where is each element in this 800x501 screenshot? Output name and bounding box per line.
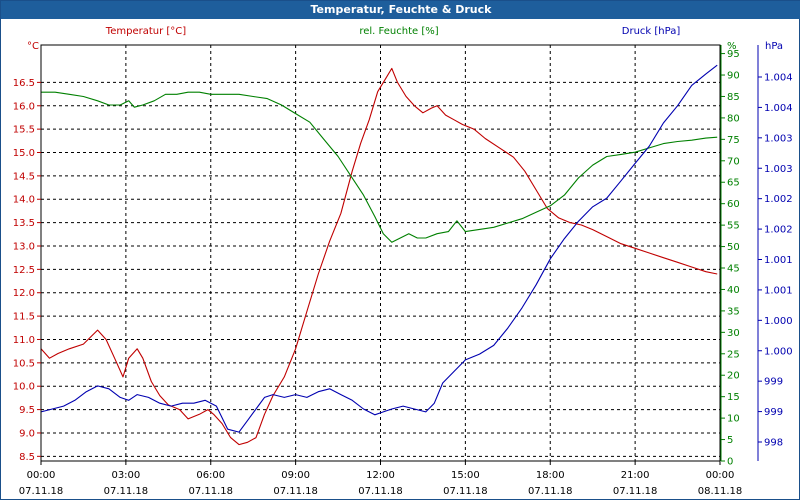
temperature-tick-label: 9.5 bbox=[19, 405, 35, 416]
legend-pressure: Druck [hPa] bbox=[622, 26, 681, 37]
pressure-tick-label: 1.002 bbox=[764, 194, 793, 205]
temperature-tick-label: 12.0 bbox=[13, 288, 35, 299]
humidity-line bbox=[41, 91, 718, 243]
temperature-tick-label: 10.0 bbox=[13, 382, 35, 393]
x-tick-date: 07.11.18 bbox=[104, 486, 149, 497]
pressure-tick-label: 1.004 bbox=[764, 103, 793, 114]
temperature-tick-label: 13.5 bbox=[13, 218, 35, 229]
temperature-tick-label: 14.0 bbox=[13, 195, 35, 206]
x-tick-time: 00:00 bbox=[27, 470, 56, 481]
humidity-tick-label: 80 bbox=[727, 113, 740, 124]
series-layer bbox=[40, 64, 718, 446]
window-title: Temperatur, Feuchte & Druck bbox=[1, 1, 800, 19]
temperature-tick-label: 14.5 bbox=[13, 171, 35, 182]
humidity-tick-label: 35 bbox=[727, 306, 740, 317]
x-tick-time: 21:00 bbox=[621, 470, 650, 481]
pressure-tick-label: 1.001 bbox=[764, 285, 793, 296]
pressure-tick-label: 1.004 bbox=[764, 73, 793, 84]
temperature-tick-label: 15.0 bbox=[13, 148, 35, 159]
humidity-tick-label: 10 bbox=[727, 414, 740, 425]
humidity-tick-label: 55 bbox=[727, 221, 740, 232]
pressure-tick-label: 1.001 bbox=[764, 255, 793, 266]
pressure-tick-label: 1.003 bbox=[764, 133, 793, 144]
temperature-tick-label: 15.5 bbox=[13, 125, 35, 136]
x-tick-time: 18:00 bbox=[536, 470, 565, 481]
x-tick-time: 15:00 bbox=[451, 470, 480, 481]
humidity-tick-label: 15 bbox=[727, 392, 740, 403]
legend-humidity: rel. Feuchte [%] bbox=[359, 26, 438, 37]
temperature-tick-label: 11.5 bbox=[13, 312, 35, 323]
pressure-axis-unit: hPa bbox=[765, 41, 783, 52]
pressure-tick-label: 1.003 bbox=[764, 164, 793, 175]
temperature-axis-unit: °C bbox=[27, 41, 39, 52]
humidity-tick-label: 5 bbox=[727, 435, 733, 446]
temperature-tick-label: 11.0 bbox=[13, 335, 35, 346]
temperature-line bbox=[40, 67, 718, 446]
x-tick-date: 07.11.18 bbox=[358, 486, 403, 497]
axes: 00:00 07.11.18 03:00 07.11.18 06:00 07.11.18 0… bbox=[13, 45, 793, 497]
x-tick-time: 00:00 bbox=[706, 470, 735, 481]
pressure-tick-label: 998 bbox=[764, 438, 783, 449]
temperature-tick-label: 16.5 bbox=[13, 78, 35, 89]
humidity-tick-label: 50 bbox=[727, 242, 740, 253]
temperature-tick-label: 12.5 bbox=[13, 265, 35, 276]
pressure-tick-label: 1.000 bbox=[764, 346, 793, 357]
x-tick-time: 09:00 bbox=[281, 470, 310, 481]
humidity-axis-unit: % bbox=[727, 41, 737, 52]
x-tick-time: 03:00 bbox=[111, 470, 140, 481]
humidity-tick-label: 95 bbox=[727, 49, 740, 60]
x-tick-date: 07.11.18 bbox=[443, 486, 488, 497]
pressure-tick-label: 999 bbox=[764, 407, 783, 418]
humidity-tick-label: 90 bbox=[727, 71, 740, 82]
humidity-tick-label: 30 bbox=[727, 328, 740, 339]
x-tick-date: 07.11.18 bbox=[273, 486, 318, 497]
humidity-tick-label: 0 bbox=[727, 457, 733, 468]
humidity-tick-label: 85 bbox=[727, 92, 740, 103]
pressure-tick-label: 1.002 bbox=[764, 225, 793, 236]
legend-temperature: Temperatur [°C] bbox=[105, 26, 186, 37]
pressure-tick-label: 999 bbox=[764, 377, 783, 388]
x-tick-date: 08.11.18 bbox=[698, 486, 743, 497]
plot-area bbox=[41, 45, 720, 461]
humidity-tick-label: 60 bbox=[727, 199, 740, 210]
temperature-tick-label: 16.0 bbox=[13, 101, 35, 112]
x-tick-date: 07.11.18 bbox=[19, 486, 64, 497]
x-tick-date: 07.11.18 bbox=[188, 486, 233, 497]
humidity-tick-label: 70 bbox=[727, 156, 740, 167]
grid bbox=[41, 45, 720, 461]
temperature-tick-label: 10.5 bbox=[13, 358, 35, 369]
pressure-line bbox=[40, 64, 718, 433]
x-tick-time: 12:00 bbox=[366, 470, 395, 481]
temperature-tick-label: 9.0 bbox=[19, 428, 35, 439]
humidity-tick-label: 65 bbox=[727, 178, 740, 189]
humidity-tick-label: 45 bbox=[727, 264, 740, 275]
temperature-tick-label: 8.5 bbox=[19, 452, 35, 463]
temperature-tick-label: 13.0 bbox=[13, 241, 35, 252]
humidity-tick-label: 20 bbox=[727, 371, 740, 382]
humidity-tick-label: 40 bbox=[727, 285, 740, 296]
pressure-tick-label: 1.000 bbox=[764, 316, 793, 327]
x-tick-date: 07.11.18 bbox=[613, 486, 658, 497]
humidity-tick-label: 25 bbox=[727, 349, 740, 360]
x-tick-time: 06:00 bbox=[196, 470, 225, 481]
humidity-tick-label: 75 bbox=[727, 135, 740, 146]
x-tick-date: 07.11.18 bbox=[528, 486, 573, 497]
